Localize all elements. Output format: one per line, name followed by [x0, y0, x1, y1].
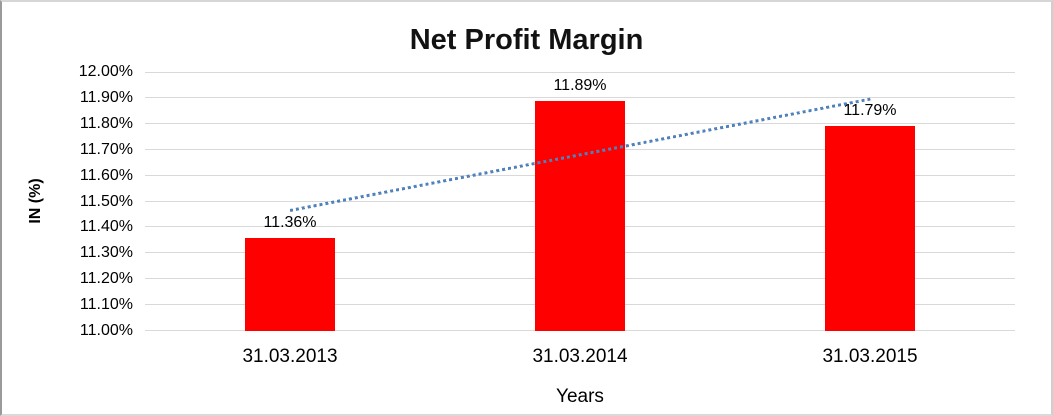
y-axis-tick-label: 11.70%	[79, 140, 133, 158]
x-axis-tick-label: 31.03.2015	[822, 346, 918, 367]
bar-value-label: 11.89%	[553, 76, 607, 94]
y-axis-tick-label: 11.10%	[79, 296, 133, 314]
bar	[245, 237, 335, 331]
chart-title: Net Profit Margin	[409, 24, 644, 56]
y-axis-tick-label: 11.40%	[79, 218, 133, 236]
bar-value-label: 11.36%	[263, 213, 317, 231]
y-axis-tick-label: 11.50%	[79, 192, 133, 210]
y-axis-tick-label: 11.20%	[79, 270, 133, 288]
gridline	[145, 96, 1015, 98]
y-axis-tick-label: 11.90%	[79, 88, 133, 106]
plot-area: 11.36% 11.89% 11.79%	[145, 72, 1015, 331]
bar	[535, 100, 625, 331]
x-axis-tick-label: 31.03.2013	[242, 346, 338, 367]
y-axis-tick-label: 11.80%	[79, 114, 133, 132]
x-axis-title: Years	[556, 386, 604, 407]
y-axis-tick-label: 11.30%	[79, 244, 133, 262]
bar	[825, 126, 915, 331]
y-axis-tick-label: 11.60%	[79, 166, 133, 184]
gridline	[145, 72, 1015, 73]
x-axis-tick-label: 31.03.2014	[532, 346, 628, 367]
y-axis-tick-label: 12.00%	[78, 63, 133, 80]
bar-value-label: 11.79%	[843, 102, 897, 120]
y-axis-tick-label: 11.00%	[79, 322, 133, 339]
